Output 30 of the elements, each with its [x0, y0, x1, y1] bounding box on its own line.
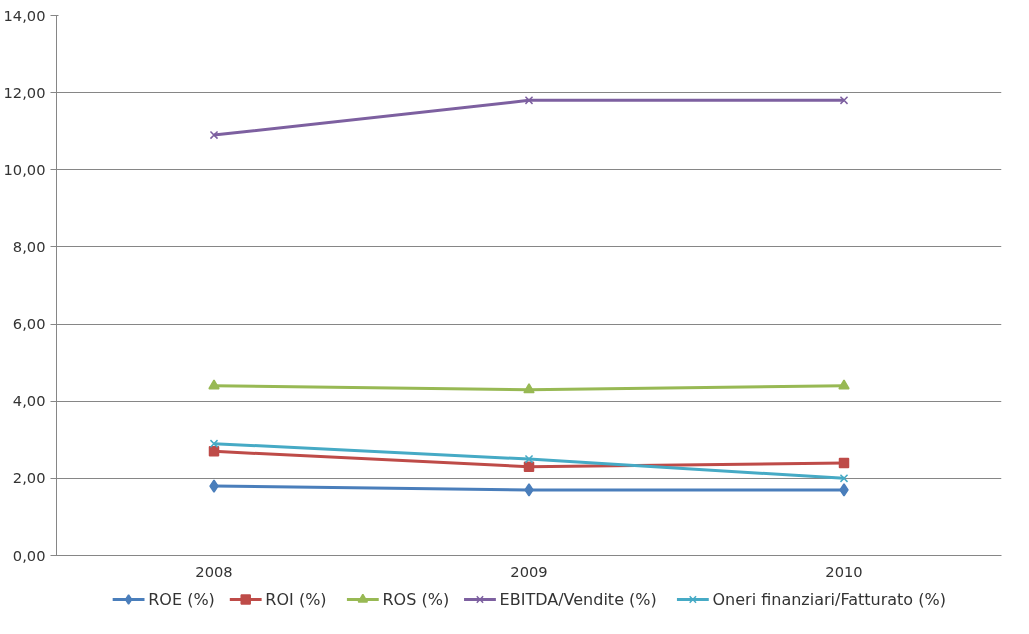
point [208, 379, 220, 390]
legend-label: Oneri finanziari/Fatturato (%) [712, 590, 946, 609]
point [839, 474, 849, 483]
legend-label: ROI (%) [265, 590, 327, 609]
y-tick-label: 12,00 [3, 83, 46, 101]
point [838, 457, 850, 469]
legend-label: ROE (%) [148, 590, 215, 609]
x-tick-label: 2008 [195, 562, 233, 580]
point [523, 383, 535, 394]
point [524, 483, 534, 497]
point [524, 454, 534, 464]
y-tick-label: 0,00 [12, 546, 46, 564]
point [524, 96, 534, 105]
y-tick-label: 2,00 [12, 469, 46, 487]
point [208, 446, 220, 457]
y-tick-label: 6,00 [12, 315, 46, 333]
x-tick-label: 2010 [825, 562, 863, 580]
legend-label: ROS (%) [382, 590, 450, 609]
legend-label: EBITDA/Vendite (%) [499, 590, 657, 609]
x-tick-label: 2009 [510, 562, 548, 580]
point [209, 130, 219, 140]
y-tick-label: 8,00 [12, 237, 46, 255]
point [209, 479, 219, 493]
point [839, 483, 849, 497]
point [209, 439, 219, 448]
y-tick-label: 4,00 [12, 392, 46, 410]
y-tick-label: 14,00 [3, 6, 46, 24]
y-tick-label: 10,00 [3, 160, 46, 178]
point [838, 379, 850, 390]
point [839, 96, 849, 105]
